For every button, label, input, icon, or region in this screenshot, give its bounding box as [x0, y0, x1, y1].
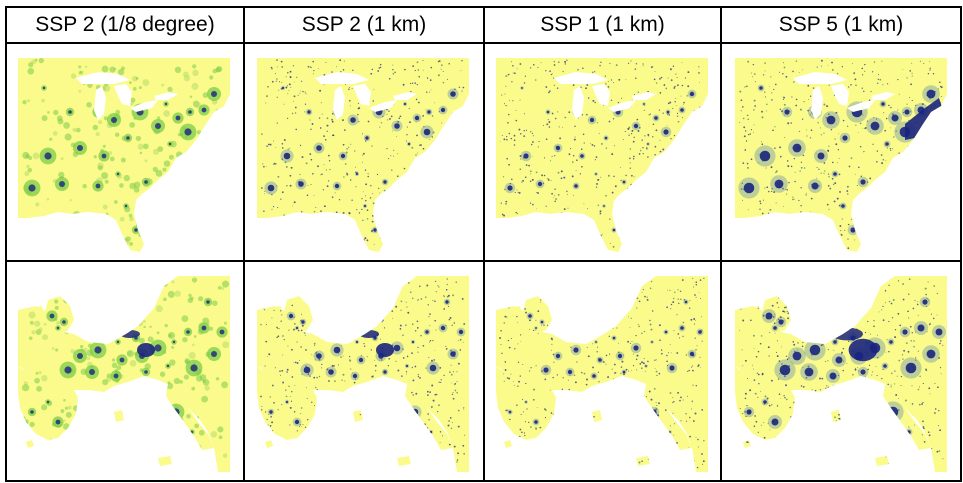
- table-border-right: [960, 6, 962, 482]
- column-divider-3: [720, 6, 722, 482]
- table-border-left: [5, 6, 7, 482]
- map-us-ssp1-1km: [496, 58, 708, 252]
- column-header-ssp1-1km: SSP 1 (1 km): [540, 13, 665, 36]
- column-header-ssp2-1km: SSP 2 (1 km): [301, 13, 427, 36]
- column-divider-2: [483, 6, 485, 482]
- map-europe-ssp2-eighth-degree: [18, 276, 230, 472]
- map-us-ssp5-1km: [735, 58, 947, 252]
- map-europe-ssp2-1km: [257, 276, 469, 472]
- column-divider-1: [243, 6, 245, 482]
- map-europe-ssp1-1km: [496, 276, 708, 472]
- column-header-ssp5-1km: SSP 5 (1 km): [778, 13, 904, 36]
- map-us-ssp2-eighth-degree: [18, 58, 230, 252]
- column-header-ssp2-eighth-degree: SSP 2 (1/8 degree): [35, 13, 215, 36]
- map-us-ssp2-1km: [257, 58, 469, 252]
- map-europe-ssp5-1km: [735, 276, 947, 472]
